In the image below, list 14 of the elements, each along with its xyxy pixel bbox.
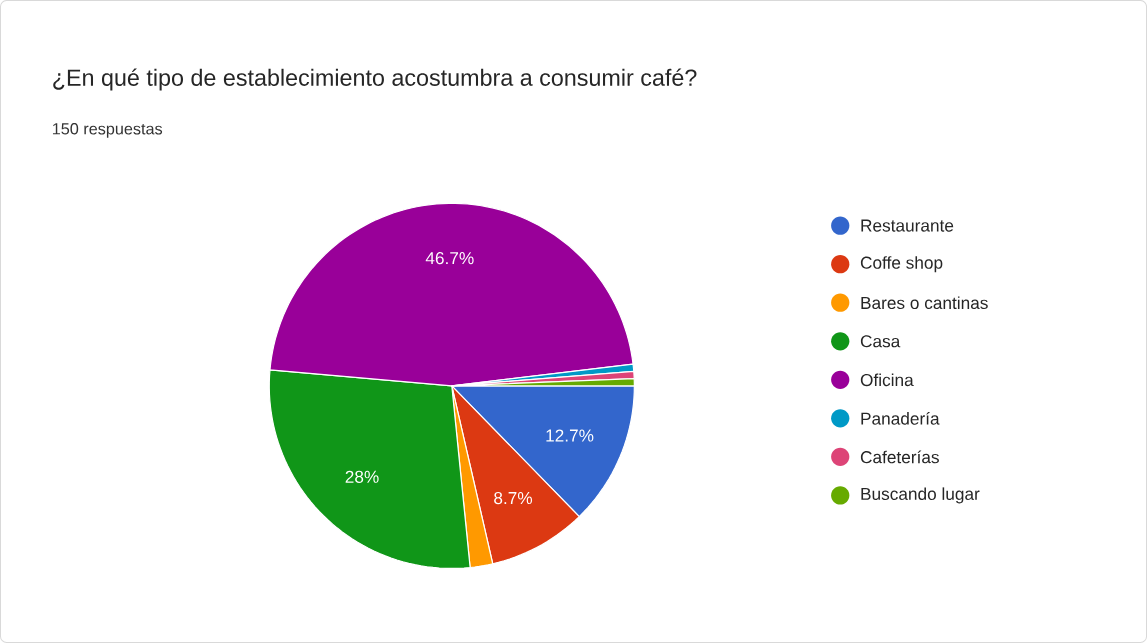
data-label: 28%	[345, 470, 379, 483]
data-label: 46.7%	[425, 252, 474, 265]
legend-label: Cafeterías	[860, 450, 939, 464]
legend-label: Restaurante	[861, 219, 954, 232]
data-label: 12.7%	[546, 429, 594, 442]
legend-label: Coffe shop	[860, 256, 943, 273]
legend-label: Panadería	[861, 411, 940, 425]
legend-label: Bares o cantinas	[861, 296, 988, 310]
legend-label: Buscando lugar	[861, 487, 980, 504]
data-label: 8.7%	[494, 491, 533, 505]
text: 150 respuestas	[52, 123, 163, 138]
legend-label: Oficina	[860, 373, 914, 387]
legend-label: Casa	[860, 335, 901, 348]
chart-title: ¿En qué tipo de establecimiento acostumbra a consumir café?	[53, 68, 697, 91]
